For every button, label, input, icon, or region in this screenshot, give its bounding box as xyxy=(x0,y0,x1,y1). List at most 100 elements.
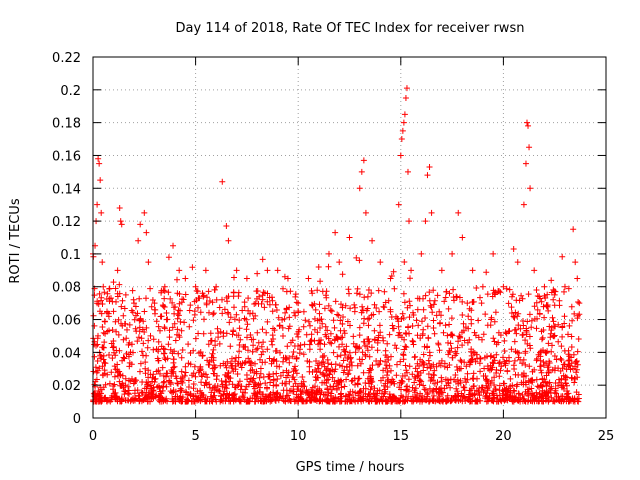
y-tick-label: 0 xyxy=(73,412,81,427)
chart-title: Day 114 of 2018, Rate Of TEC Index for r… xyxy=(176,21,525,36)
data-point xyxy=(397,152,404,159)
data-point xyxy=(424,172,431,179)
data-point xyxy=(422,218,429,225)
x-tick-label: 0 xyxy=(89,429,97,444)
data-point xyxy=(145,259,152,266)
y-tick-label: 0.04 xyxy=(52,346,81,361)
data-point xyxy=(418,250,425,257)
data-point xyxy=(274,267,281,274)
data-point xyxy=(295,300,302,307)
y-tick-label: 0.22 xyxy=(52,51,81,66)
data-point xyxy=(96,160,103,167)
data-point xyxy=(202,267,209,274)
data-point xyxy=(176,267,183,274)
y-tick-label: 0.1 xyxy=(60,248,81,263)
data-point xyxy=(551,291,558,298)
x-tick-label: 10 xyxy=(290,429,307,444)
data-point xyxy=(408,267,415,274)
data-point xyxy=(170,242,177,249)
x-tick-label: 20 xyxy=(495,429,512,444)
data-point xyxy=(401,111,408,118)
x-tick-label: 15 xyxy=(393,429,410,444)
data-point xyxy=(572,259,579,266)
data-point xyxy=(110,308,117,315)
plot-frame xyxy=(92,56,607,419)
data-point xyxy=(527,185,534,192)
y-tick-label: 0.14 xyxy=(52,182,81,197)
data-point xyxy=(99,259,106,266)
plot-border xyxy=(92,56,607,419)
data-point xyxy=(400,119,407,126)
data-point xyxy=(305,275,312,282)
data-point xyxy=(264,267,271,274)
data-point xyxy=(243,275,250,282)
data-points xyxy=(90,85,583,405)
data-point xyxy=(117,218,124,225)
x-tick-label: 5 xyxy=(191,429,199,444)
data-point xyxy=(284,275,291,282)
data-point xyxy=(402,95,409,102)
data-point xyxy=(233,267,240,274)
data-point xyxy=(398,136,405,143)
data-point xyxy=(225,237,232,244)
data-point xyxy=(404,168,411,175)
data-point xyxy=(161,283,168,290)
data-point-cloud xyxy=(90,253,583,405)
y-tick-label: 0.08 xyxy=(52,281,81,296)
data-point xyxy=(165,254,172,261)
data-point xyxy=(141,209,148,216)
data-point xyxy=(122,291,129,298)
data-point xyxy=(574,275,581,282)
data-point xyxy=(514,259,521,266)
tick-labels: 0 0.02 0.04 0.06 0.08 0.1 0.12 0.14 0.16 0.18 0.2 0… xyxy=(52,51,614,444)
data-point xyxy=(182,275,189,282)
data-point xyxy=(520,201,527,208)
data-point xyxy=(455,209,462,216)
data-point xyxy=(137,221,144,228)
y-tick-label: 0.06 xyxy=(52,314,81,329)
data-point xyxy=(438,267,445,274)
data-point xyxy=(219,178,226,185)
data-point xyxy=(213,283,220,290)
data-point xyxy=(387,275,394,282)
y-tick-label: 0.12 xyxy=(52,215,81,230)
x-axis-label: GPS time / hours xyxy=(296,460,405,475)
data-point xyxy=(346,234,353,241)
data-point xyxy=(143,229,150,236)
data-point xyxy=(570,226,577,233)
data-point xyxy=(541,283,548,290)
data-point xyxy=(523,119,530,126)
data-point xyxy=(369,237,376,244)
data-point xyxy=(332,229,339,236)
data-point xyxy=(500,283,507,290)
y-tick-label: 0.18 xyxy=(52,117,81,132)
data-point xyxy=(362,209,369,216)
data-point xyxy=(522,160,529,167)
data-point xyxy=(94,201,101,208)
data-point xyxy=(98,209,105,216)
data-point xyxy=(135,237,142,244)
data-point xyxy=(531,267,538,274)
data-point xyxy=(254,270,261,277)
data-point xyxy=(525,122,532,129)
data-point xyxy=(358,168,365,175)
data-point xyxy=(426,163,433,170)
data-point xyxy=(325,250,332,257)
data-point xyxy=(576,300,583,307)
data-point xyxy=(360,157,367,164)
data-point xyxy=(97,177,104,184)
data-point xyxy=(116,204,123,211)
data-point xyxy=(95,155,102,162)
y-tick-label: 0.2 xyxy=(60,84,81,99)
data-point xyxy=(561,283,568,290)
data-point xyxy=(395,201,402,208)
y-tick-label: 0.02 xyxy=(52,379,81,394)
data-point xyxy=(406,218,413,225)
data-point xyxy=(399,127,406,134)
data-point xyxy=(356,185,363,192)
data-point xyxy=(131,300,138,307)
data-point xyxy=(403,85,410,92)
data-point xyxy=(114,267,121,274)
data-point xyxy=(449,250,456,257)
data-point xyxy=(315,264,322,271)
